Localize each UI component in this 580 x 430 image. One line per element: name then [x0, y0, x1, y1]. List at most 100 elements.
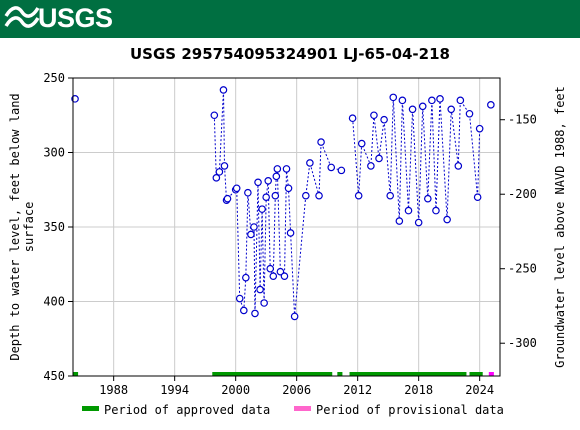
x-tick-label: 2012 [343, 383, 372, 397]
x-tick-label: 2024 [465, 383, 494, 397]
data-point [432, 206, 440, 215]
data-point [436, 95, 444, 103]
period-bar-approved [212, 372, 333, 376]
data-point [404, 206, 413, 215]
data-point [251, 309, 259, 318]
data-point [235, 294, 244, 303]
legend-provisional-label: Period of provisional data [316, 403, 504, 417]
usgs-logo-text: USGS [38, 3, 113, 33]
data-point [280, 272, 289, 280]
data-point [367, 162, 375, 170]
data-point [389, 93, 398, 102]
usgs-logo-icon [4, 6, 40, 28]
data-point [262, 193, 270, 202]
data-point [337, 166, 346, 175]
data-period-bars [73, 372, 494, 376]
data-point [465, 109, 474, 118]
data-point [354, 191, 363, 200]
data-point [244, 188, 252, 197]
legend-approved-label: Period of approved data [104, 403, 270, 417]
period-bar-approved [469, 372, 483, 376]
data-point [290, 312, 299, 321]
data-point [215, 168, 224, 176]
data-point [254, 178, 262, 187]
data-point [454, 162, 463, 170]
y-left-tick-label: 300 [43, 146, 65, 160]
data-point [232, 184, 241, 193]
data-point [357, 139, 366, 148]
data-point [487, 101, 495, 109]
data-point [475, 124, 484, 133]
x-tick-label: 2006 [282, 383, 311, 397]
y-left-tick-label: 250 [43, 71, 65, 85]
data-point [273, 165, 282, 173]
data-point [370, 111, 378, 120]
x-tick-label: 2000 [221, 383, 250, 397]
data-point [327, 163, 336, 172]
data-point [443, 215, 451, 224]
data-point [266, 264, 275, 273]
data-point [220, 162, 229, 170]
data-point [408, 105, 417, 114]
data-point [212, 174, 221, 182]
data-point [271, 191, 280, 200]
data-point [428, 96, 436, 105]
data-point [286, 229, 295, 237]
data-point [456, 96, 465, 105]
data-point [284, 184, 293, 193]
y-right-tick-label: -250 [508, 262, 537, 276]
data-point [264, 177, 273, 185]
data-points [71, 86, 495, 321]
data-point [260, 299, 268, 307]
data-point [386, 191, 395, 200]
data-point [240, 306, 248, 315]
data-point [348, 114, 357, 123]
legend-approved-swatch [82, 406, 99, 411]
period-bar-provisional [488, 372, 494, 376]
axis-ticks: 1988 1994 2000 2006 2012 2018 2024 250 300 350 400… [43, 71, 537, 397]
data-point [380, 115, 388, 124]
data-point [247, 230, 255, 239]
data-point [317, 138, 325, 146]
y-left-tick-label: 450 [43, 369, 65, 383]
data-point [418, 102, 427, 111]
y-axis-left-label-line1: Depth to water level, feet below land [8, 93, 22, 360]
data-point [219, 86, 228, 94]
period-bar-approved [73, 372, 79, 376]
x-tick-label: 1988 [99, 383, 128, 397]
chart-title: USGS 295754095324901 LJ-65-04-218 [130, 45, 450, 63]
legend: Period of approved data Period of provis… [82, 403, 504, 417]
data-point [250, 223, 258, 231]
data-point [210, 111, 219, 120]
y-left-tick-label: 400 [43, 295, 65, 309]
legend-provisional-swatch [294, 406, 311, 411]
data-point [302, 191, 310, 200]
y-left-tick-label: 350 [43, 220, 65, 234]
data-point [242, 273, 250, 282]
data-point [223, 194, 232, 203]
data-point [398, 96, 407, 105]
data-point [256, 285, 264, 294]
data-point [306, 159, 314, 167]
y-axis-right-label: Groundwater level above NAVD 1988, feet [553, 86, 567, 368]
data-point [269, 272, 278, 280]
y-right-tick-label: -150 [508, 113, 537, 127]
x-tick-label: 1994 [160, 383, 189, 397]
data-point [447, 105, 456, 114]
y-right-tick-label: -300 [508, 336, 537, 350]
data-point [258, 205, 266, 213]
data-point [395, 217, 404, 225]
period-bar-approved [337, 372, 343, 376]
series-line [213, 89, 342, 317]
data-point [424, 194, 432, 203]
x-tick-label: 2018 [404, 383, 433, 397]
grid [73, 77, 500, 377]
data-point [282, 165, 291, 173]
data-point [375, 154, 383, 163]
usgs-banner: USGS [0, 0, 580, 38]
series-lines [213, 89, 481, 317]
data-point [315, 191, 323, 200]
data-point [473, 193, 482, 202]
period-bar-approved [349, 372, 467, 376]
